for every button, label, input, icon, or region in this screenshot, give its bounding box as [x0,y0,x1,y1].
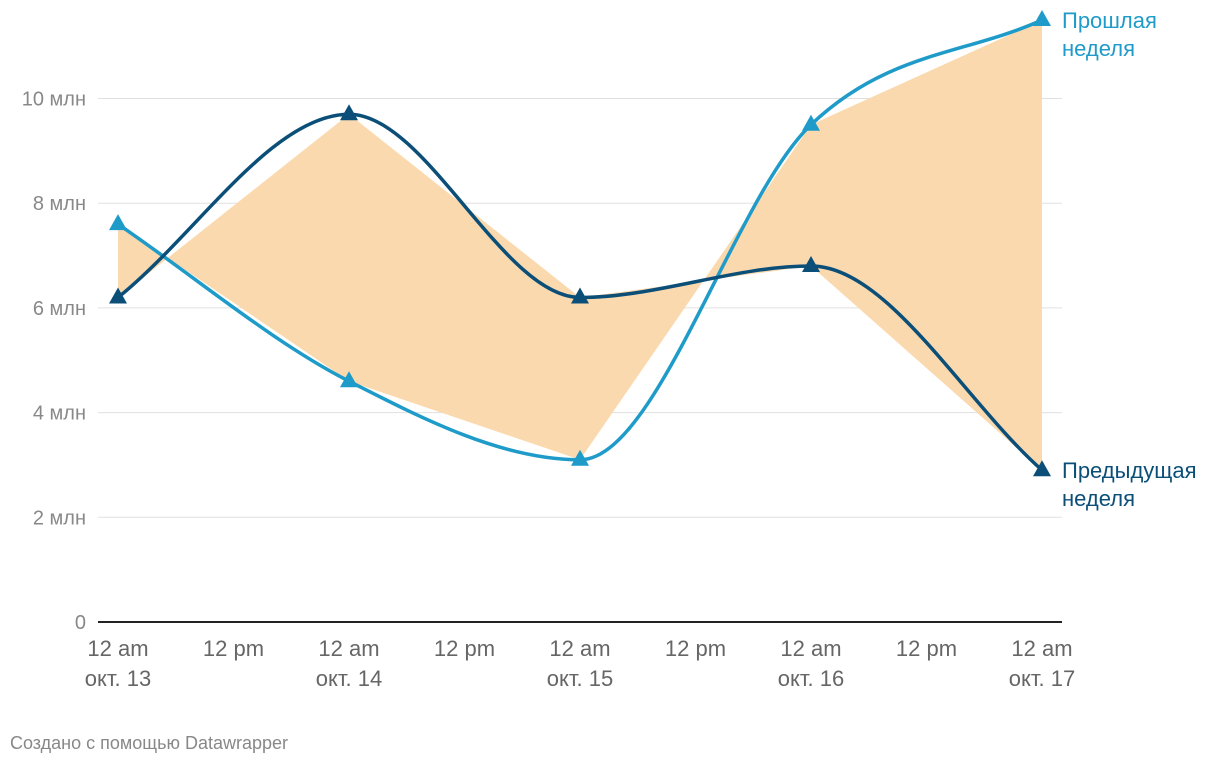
range-fill [118,20,1042,471]
series-markers [109,10,1051,477]
x-tick-label: 12 am [780,636,841,661]
axes: 0 2 млн 4 млн 6 млн 8 млн 10 млн 12 am окт. 13 1… [22,89,1076,691]
range-area [118,20,1042,471]
series-label-2: Предыдущая [1062,458,1197,483]
data-point-marker [109,214,127,231]
x-tick-label: 12 pm [434,636,495,661]
series-label-1: Прошлая [1062,8,1157,33]
x-tick-label: 12 pm [665,636,726,661]
credit-text: Создано с помощью Datawrapper [10,733,289,753]
series-label-1: неделя [1062,36,1135,61]
y-tick-label: 0 [75,612,86,634]
data-point-marker [109,287,127,304]
x-tick-label: 12 am [1011,636,1072,661]
x-tick-label: 12 pm [896,636,957,661]
data-point-marker [802,114,820,131]
data-point-marker [1033,460,1051,477]
y-tick-label: 2 млн [33,507,86,529]
x-tick-date-label: окт. 15 [547,666,613,691]
data-point-marker [802,256,820,273]
x-tick-date-label: окт. 13 [85,666,151,691]
x-tick-label: 12 am [549,636,610,661]
series-label-2: неделя [1062,486,1135,511]
y-tick-label: 10 млн [22,89,86,111]
series-labels: Прошлая неделя Предыдущая неделя [1062,8,1197,511]
y-tick-label: 6 млн [33,298,86,320]
x-tick-label: 12 am [318,636,379,661]
data-point-marker [340,371,358,388]
x-tick-date-label: окт. 14 [316,666,382,691]
x-tick-label: 12 pm [203,636,264,661]
x-tick-date-label: окт. 17 [1009,666,1075,691]
data-point-marker [571,287,589,304]
data-point-marker [571,449,589,466]
y-tick-label: 8 млн [33,193,86,215]
y-tick-label: 4 млн [33,403,86,425]
x-tick-label: 12 am [87,636,148,661]
data-point-marker [340,104,358,121]
series-line-1 [116,18,1044,462]
data-point-marker [1033,10,1051,26]
x-tick-date-label: окт. 16 [778,666,844,691]
